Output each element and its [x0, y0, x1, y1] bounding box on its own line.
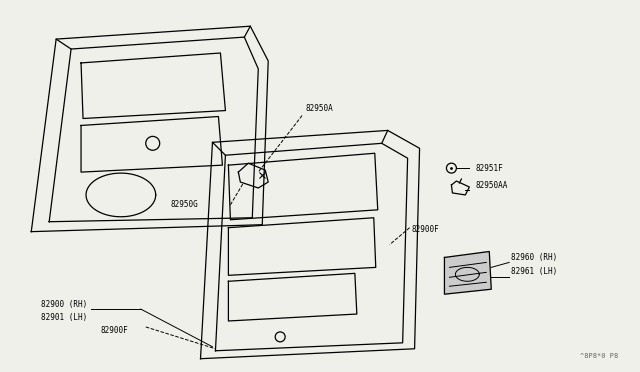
Text: 82901 (LH): 82901 (LH): [41, 312, 88, 321]
Text: 82951F: 82951F: [476, 164, 503, 173]
Text: 82950AA: 82950AA: [476, 180, 508, 189]
Text: 82961 (LH): 82961 (LH): [511, 267, 557, 276]
Text: 82900F: 82900F: [101, 326, 129, 336]
Text: 82950G: 82950G: [171, 201, 198, 209]
Text: 82960 (RH): 82960 (RH): [511, 253, 557, 262]
Text: 82950A: 82950A: [305, 104, 333, 113]
Polygon shape: [444, 251, 492, 294]
Text: ^8P8*0 P8: ^8P8*0 P8: [580, 353, 619, 359]
Text: 82900F: 82900F: [412, 225, 439, 234]
Text: 82900 (RH): 82900 (RH): [41, 299, 88, 309]
